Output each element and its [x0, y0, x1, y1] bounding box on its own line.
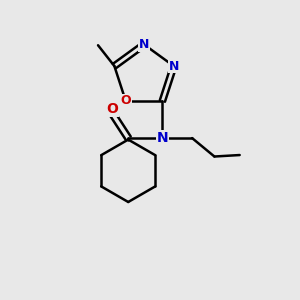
Text: N: N — [157, 131, 168, 145]
Text: O: O — [120, 94, 131, 107]
Text: N: N — [139, 38, 149, 51]
Text: O: O — [106, 102, 118, 116]
Text: N: N — [169, 60, 179, 73]
